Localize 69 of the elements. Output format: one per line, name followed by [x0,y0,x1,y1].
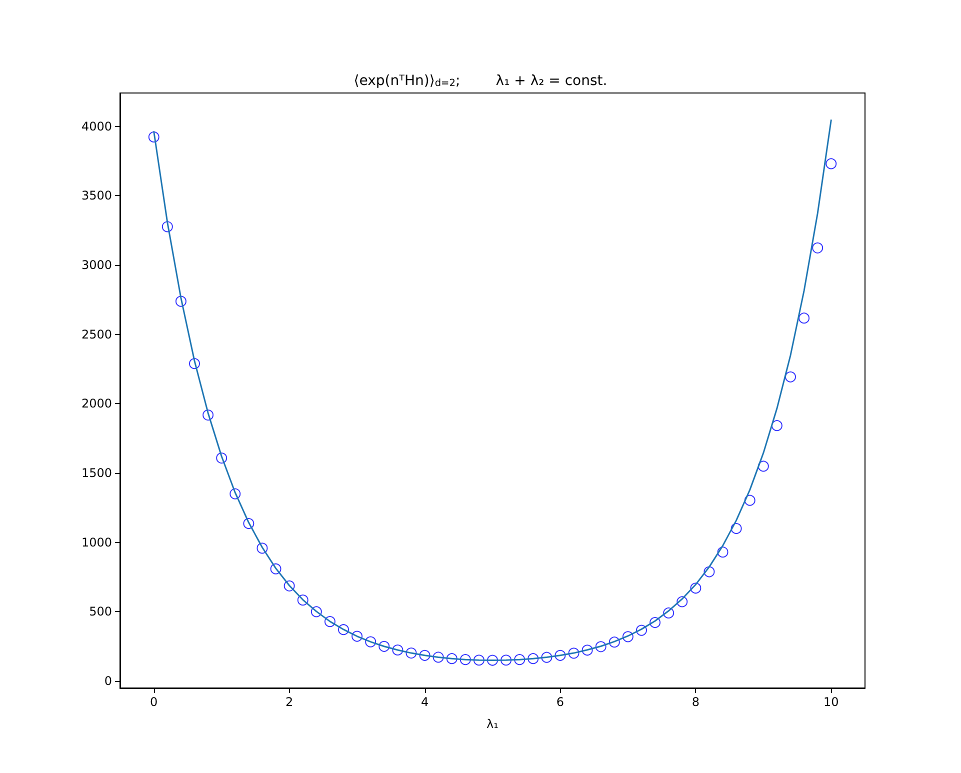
point [771,420,782,432]
point [812,242,824,254]
point [406,648,417,659]
point [297,594,308,606]
point [595,641,606,652]
x-tick-label: 0 [150,695,158,709]
point [324,616,336,628]
y-tick-label: 0 [104,674,112,688]
point [717,546,728,558]
point [338,624,349,636]
point [798,312,810,324]
point [432,652,444,663]
y-tick-label: 1000 [81,535,112,550]
point [310,606,322,618]
point [744,494,756,506]
point [826,158,837,170]
point [365,636,376,648]
point [162,221,173,232]
point [636,624,647,636]
y-tick-label: 2000 [81,396,112,411]
point [270,563,282,574]
point [473,654,484,666]
point [541,652,552,663]
point [216,452,228,464]
point [622,631,634,642]
y-tick-label: 1500 [81,466,112,480]
point [582,644,593,656]
point [608,636,620,648]
x-tick-label: 2 [286,695,294,709]
x-tick-label: 8 [692,695,700,709]
point [785,371,796,382]
point [676,596,688,608]
point [704,566,715,578]
point [419,650,430,661]
y-tick-label: 3500 [81,188,112,203]
point [514,654,526,666]
point [554,650,566,661]
point [500,654,512,666]
x-axis-title: λ₁ [486,717,499,731]
point [690,582,702,594]
point [487,654,498,666]
point [446,653,458,664]
point [392,644,404,656]
point [256,542,268,554]
point [148,131,160,142]
x-tick-label: 6 [556,695,564,709]
point [352,630,363,642]
line-series [153,119,832,662]
y-tick-label: 4000 [81,119,112,134]
chart-title: ⟨exp(nᵀHn)⟩d=2; λ₁ + λ₂ = const. [354,72,608,90]
point [650,617,661,628]
x-tick-label: 4 [420,695,429,709]
y-tick-label: 2500 [81,327,112,342]
point [243,518,254,530]
y-tick-label: 3000 [81,258,112,272]
point [568,648,580,659]
point [378,640,390,652]
point [202,410,214,421]
x-tick-label: 10 [823,695,839,709]
point [528,653,539,664]
y-tick-label: 500 [89,604,112,619]
point [730,523,742,534]
point [230,488,241,500]
point [175,296,186,307]
point [284,580,295,592]
point [460,654,471,666]
point [758,460,769,472]
point [189,358,200,370]
point [663,607,674,618]
